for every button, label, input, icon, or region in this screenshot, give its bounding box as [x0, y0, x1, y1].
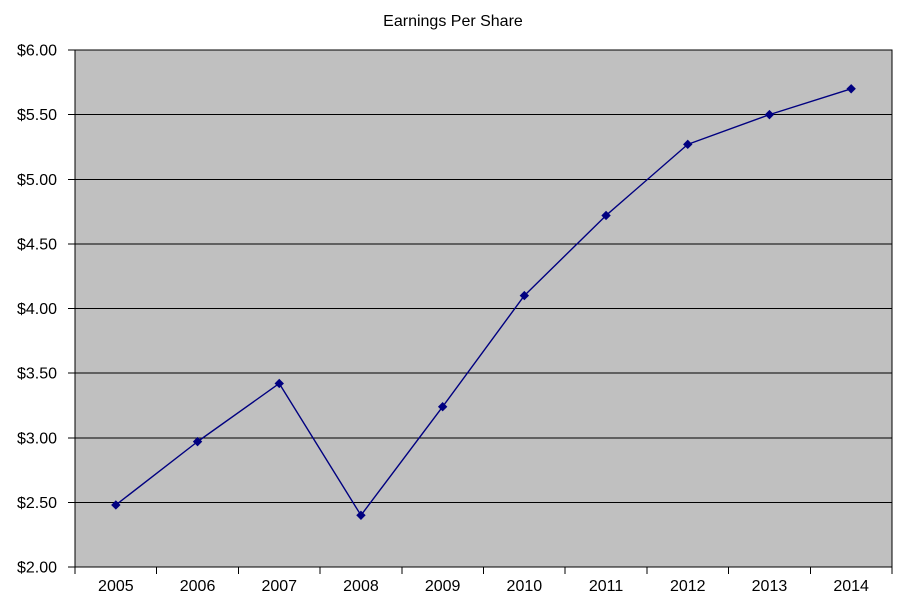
data-point-marker — [846, 84, 856, 94]
data-point-marker — [764, 109, 775, 120]
x-axis-tick-label: 2014 — [833, 578, 869, 595]
x-axis-tick-label: 2006 — [180, 578, 216, 595]
data-point-marker — [437, 402, 448, 412]
y-axis-tick-label: $4.50 — [17, 236, 57, 253]
x-axis-tick-label: 2012 — [670, 578, 706, 595]
y-axis-tick-label: $5.00 — [17, 172, 57, 189]
y-axis-tick-label: $2.50 — [17, 495, 57, 512]
x-axis-tick-label: 2011 — [589, 578, 624, 595]
data-point-marker — [519, 290, 530, 301]
data-point-marker — [601, 210, 611, 221]
x-axis-tick-label: 2008 — [343, 578, 379, 595]
x-axis-tick-label: 2009 — [425, 578, 461, 595]
x-axis-tick-label: 2010 — [507, 578, 543, 595]
x-axis-tick-label: 2005 — [98, 578, 134, 595]
y-axis-tick-label: $3.00 — [17, 430, 57, 447]
data-point-marker — [274, 378, 284, 389]
data-point-marker — [683, 139, 693, 150]
y-axis-tick-label: $3.50 — [17, 366, 57, 383]
x-axis-tick-label: 2007 — [261, 578, 297, 595]
eps-series-line — [115, 88, 852, 516]
x-axis-tick-label: 2013 — [752, 578, 788, 595]
y-axis-tick-label: $6.00 — [17, 43, 57, 60]
y-axis-tick-label: $4.00 — [17, 301, 57, 318]
y-axis-tick-label: $2.00 — [17, 560, 57, 577]
y-axis-tick-label: $5.50 — [17, 107, 57, 124]
data-point-marker — [192, 436, 203, 447]
data-point-marker — [111, 500, 121, 510]
data-point-marker — [356, 510, 366, 521]
chart-title: Earnings Per Share — [383, 13, 523, 30]
